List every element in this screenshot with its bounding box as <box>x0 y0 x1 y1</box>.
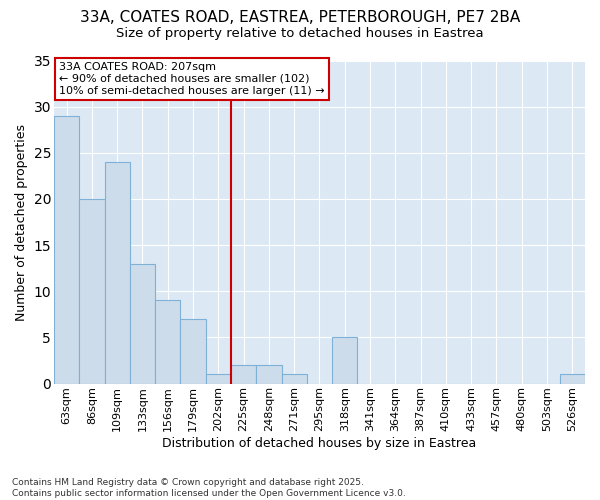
Bar <box>79 199 104 384</box>
Bar <box>256 365 281 384</box>
Bar <box>281 374 307 384</box>
X-axis label: Distribution of detached houses by size in Eastrea: Distribution of detached houses by size … <box>163 437 476 450</box>
Bar <box>231 365 256 384</box>
Bar <box>130 264 155 384</box>
Text: Contains HM Land Registry data © Crown copyright and database right 2025.
Contai: Contains HM Land Registry data © Crown c… <box>12 478 406 498</box>
Y-axis label: Number of detached properties: Number of detached properties <box>15 124 28 320</box>
Text: Size of property relative to detached houses in Eastrea: Size of property relative to detached ho… <box>116 28 484 40</box>
Text: 33A, COATES ROAD, EASTREA, PETERBOROUGH, PE7 2BA: 33A, COATES ROAD, EASTREA, PETERBOROUGH,… <box>80 10 520 25</box>
Bar <box>104 162 130 384</box>
Bar <box>206 374 231 384</box>
Bar <box>155 300 181 384</box>
Bar <box>181 319 206 384</box>
Bar <box>54 116 79 384</box>
Bar <box>332 338 358 384</box>
Text: 33A COATES ROAD: 207sqm
← 90% of detached houses are smaller (102)
10% of semi-d: 33A COATES ROAD: 207sqm ← 90% of detache… <box>59 62 325 96</box>
Bar <box>560 374 585 384</box>
